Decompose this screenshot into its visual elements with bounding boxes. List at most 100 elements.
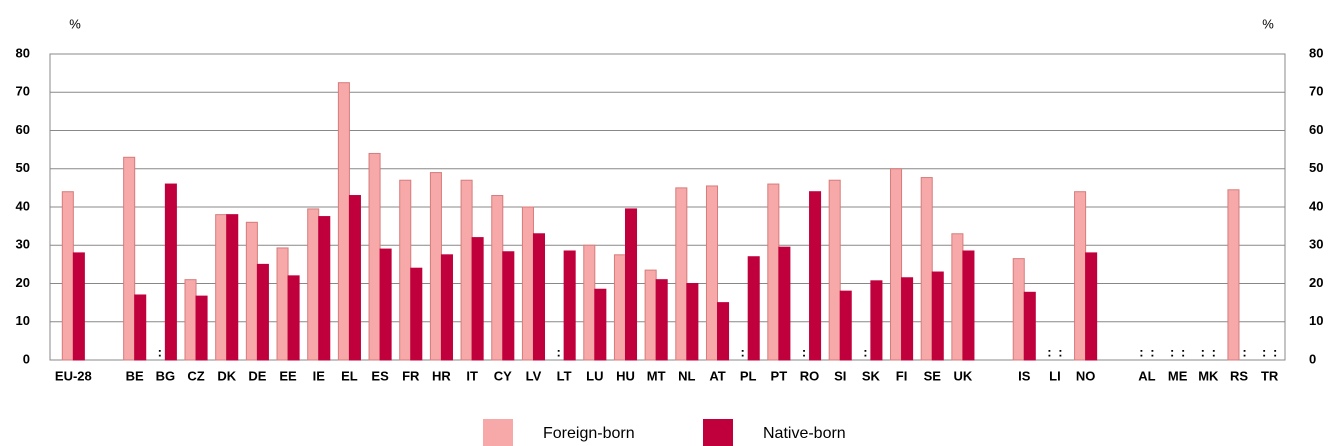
bar: [839, 290, 852, 361]
legend-label: Foreign-born: [543, 425, 635, 442]
missing-label: :: [863, 344, 867, 359]
bar: [134, 294, 147, 361]
x-tick-label: ES: [371, 368, 389, 383]
bar: [379, 248, 392, 361]
bar: [440, 254, 453, 361]
legend-label: Native-born: [763, 425, 846, 442]
bar: [890, 168, 903, 361]
bar: [245, 221, 258, 361]
x-tick-label: MK: [1198, 368, 1219, 383]
bar: [521, 206, 534, 361]
bar: [276, 247, 289, 361]
x-tick-label: AT: [709, 368, 725, 383]
y-tick-label: 30: [16, 237, 30, 252]
x-tick-label: LI: [1049, 368, 1061, 383]
bar: [1012, 258, 1025, 361]
bar: [920, 177, 933, 361]
bar: [809, 191, 822, 361]
x-tick-label: FR: [402, 368, 420, 383]
y2-tick-label: 30: [1309, 237, 1323, 252]
bar: [594, 288, 607, 361]
bar: [1227, 189, 1240, 361]
bar: [368, 152, 381, 361]
bar: [613, 254, 626, 361]
y-tick-label: 20: [16, 275, 30, 290]
legend-swatch: [703, 419, 733, 446]
x-tick-label: RO: [800, 368, 820, 383]
y-tick-label: 50: [16, 160, 30, 175]
x-tick-label: DE: [248, 368, 266, 383]
y2-tick-label: 40: [1309, 198, 1323, 213]
x-tick-label: LU: [586, 368, 603, 383]
x-tick-label: CY: [494, 368, 512, 383]
x-tick-label: FI: [896, 368, 908, 383]
bar: [747, 256, 760, 361]
bar: [502, 251, 515, 361]
bar: [348, 195, 361, 361]
missing-label: :: [1058, 344, 1062, 359]
bar: [563, 250, 576, 361]
y-tick-label: 10: [16, 313, 30, 328]
x-tick-label: AL: [1138, 368, 1155, 383]
missing-label: :: [1047, 344, 1051, 359]
missing-label: :: [556, 344, 560, 359]
x-tick-label: SK: [862, 368, 881, 383]
bar: [644, 269, 657, 361]
x-tick-label: PL: [740, 368, 757, 383]
bar: [951, 233, 964, 361]
missing-label: :: [1201, 344, 1205, 359]
y-axis-label: %: [69, 16, 81, 31]
bar: [399, 179, 412, 361]
bar: [491, 195, 504, 361]
bar: [164, 183, 177, 361]
y-tick-label: 0: [23, 351, 30, 366]
bar: [675, 187, 688, 361]
bar: [931, 271, 944, 361]
y2-tick-label: 10: [1309, 313, 1323, 328]
bar: [767, 183, 780, 361]
x-tick-label: RS: [1230, 368, 1248, 383]
x-tick-label: TR: [1261, 368, 1279, 383]
x-tick-label: NL: [678, 368, 695, 383]
x-tick-label: IS: [1018, 368, 1031, 383]
bar: [226, 214, 239, 361]
bar: [778, 246, 791, 361]
missing-label: :: [1150, 344, 1154, 359]
y2-tick-label: 70: [1309, 84, 1323, 99]
bar: [532, 233, 546, 361]
bar: [1023, 291, 1036, 361]
x-tick-label: LV: [526, 368, 542, 383]
missing-label: :: [1262, 344, 1266, 359]
x-tick-label: EU-28: [55, 368, 92, 383]
x-tick-label: SI: [834, 368, 846, 383]
y2-tick-label: 20: [1309, 275, 1323, 290]
x-tick-label: PT: [771, 368, 788, 383]
x-tick-label: BE: [126, 368, 144, 383]
x-tick-label: HU: [616, 368, 635, 383]
x-tick-label: EE: [279, 368, 297, 383]
x-tick-label: BG: [156, 368, 176, 383]
bar: [686, 283, 699, 361]
x-tick-label: HR: [432, 368, 451, 383]
bar: [195, 295, 208, 361]
bar: [624, 208, 638, 361]
y2-tick-label: 80: [1309, 45, 1323, 60]
x-tick-label: UK: [954, 368, 973, 383]
bar: [307, 208, 320, 361]
bar: [828, 179, 841, 361]
missing-label: :: [158, 344, 162, 359]
bar: [287, 275, 300, 361]
bar: [429, 172, 442, 361]
missing-label: :: [1139, 344, 1143, 359]
bar: [962, 250, 975, 361]
y2-tick-label: 60: [1309, 122, 1323, 137]
bar: [870, 280, 883, 361]
y-tick-label: 40: [16, 198, 30, 213]
missing-label: :: [1242, 344, 1246, 359]
bar: [583, 244, 596, 361]
x-tick-label: MT: [647, 368, 666, 383]
x-tick-label: NO: [1076, 368, 1096, 383]
y2-axis-label: %: [1262, 16, 1274, 31]
bar: [471, 237, 484, 361]
